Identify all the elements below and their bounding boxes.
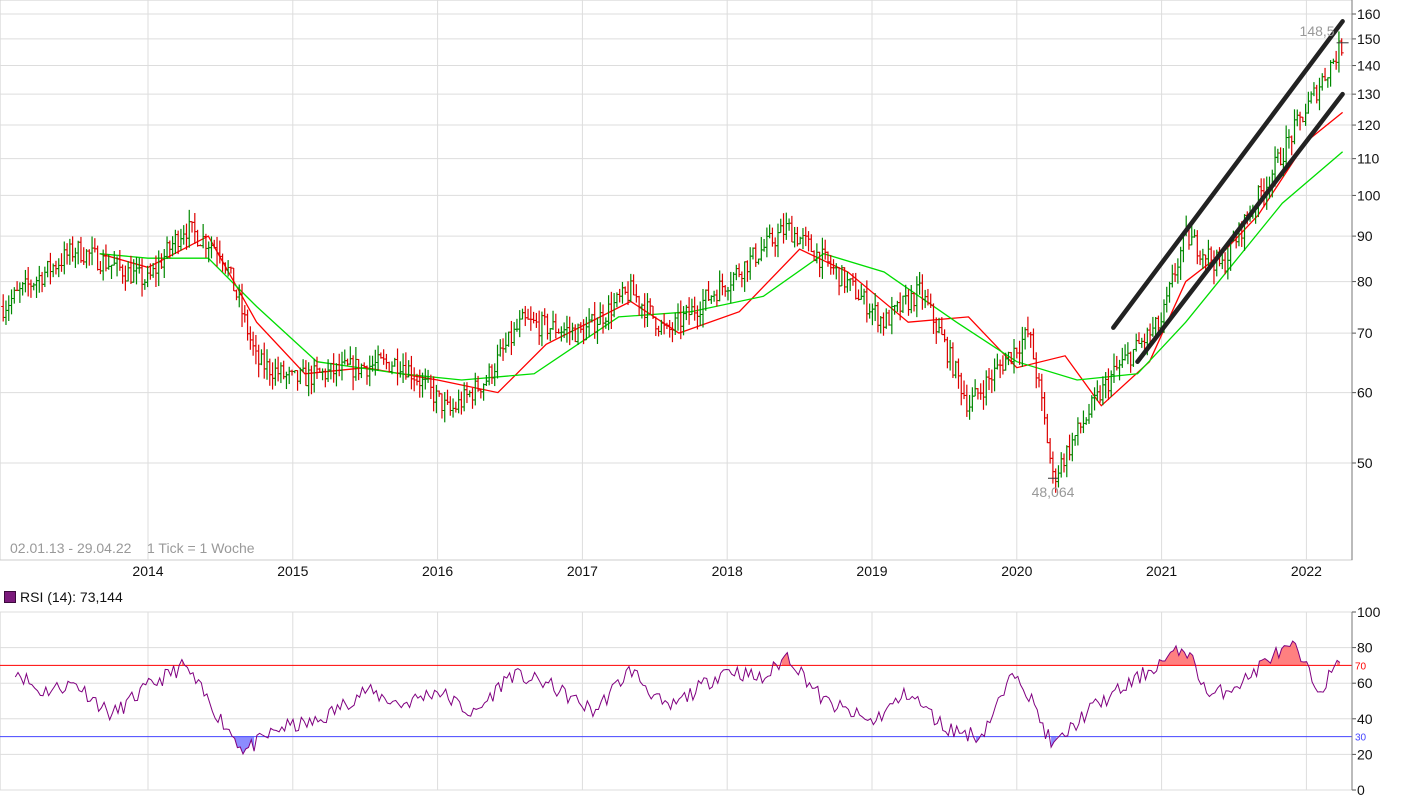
moving-averages bbox=[99, 111, 1344, 407]
rsi-oversold-label: 30 bbox=[1355, 733, 1367, 744]
price-tick-label: 110 bbox=[1357, 151, 1380, 167]
price-tick-label: 160 bbox=[1357, 6, 1381, 22]
axes: 50 60 70 80 90 100 110 120 130 140 150 160 2014 2015 2… bbox=[132, 0, 1381, 796]
x-tick-label: 2014 bbox=[132, 563, 163, 579]
grid bbox=[0, 0, 1353, 791]
rsi-tick-label: 40 bbox=[1357, 711, 1373, 727]
x-tick-label: 2015 bbox=[277, 563, 308, 579]
x-tick-label: 2017 bbox=[567, 563, 598, 579]
x-tick-label: 2016 bbox=[422, 563, 453, 579]
high-label: 148,5 bbox=[1300, 23, 1335, 39]
price-tick-label: 50 bbox=[1357, 455, 1373, 471]
rsi-oversold-fill bbox=[234, 736, 255, 754]
date-range-label: 02.01.13 - 29.04.22 bbox=[10, 540, 132, 556]
rsi-overbought-fill bbox=[1259, 641, 1307, 666]
rsi-legend: RSI (14): 73,144 bbox=[4, 589, 123, 605]
price-tick-label: 70 bbox=[1357, 325, 1373, 341]
rsi-tick-label: 0 bbox=[1357, 782, 1365, 796]
price-tick-label: 60 bbox=[1357, 385, 1373, 401]
price-tick-label: 100 bbox=[1357, 187, 1381, 203]
x-tick-label: 2021 bbox=[1146, 563, 1177, 579]
ohlc-bars bbox=[1, 31, 1344, 493]
rsi-legend-swatch bbox=[4, 591, 16, 603]
rsi-tick-label: 100 bbox=[1357, 604, 1381, 620]
rsi-overbought-label: 70 bbox=[1355, 661, 1367, 672]
price-tick-label: 90 bbox=[1357, 228, 1373, 244]
rsi-tick-label: 20 bbox=[1357, 746, 1373, 762]
rsi-line bbox=[14, 640, 1341, 756]
price-tick-label: 130 bbox=[1357, 86, 1381, 102]
x-tick-label: 2020 bbox=[1001, 563, 1032, 579]
moving-average-red bbox=[99, 111, 1344, 407]
tick-info-label: 1 Tick = 1 Woche bbox=[147, 540, 255, 556]
price-tick-label: 140 bbox=[1357, 58, 1381, 74]
x-tick-label: 2022 bbox=[1291, 563, 1322, 579]
price-tick-label: 120 bbox=[1357, 117, 1381, 133]
x-tick-label: 2018 bbox=[712, 563, 743, 579]
rsi-tick-label: 80 bbox=[1357, 640, 1373, 656]
rsi-overbought-fill bbox=[1159, 645, 1196, 666]
trendline-1 bbox=[1111, 19, 1345, 330]
x-tick-label: 2019 bbox=[856, 563, 887, 579]
trendline-2 bbox=[1135, 91, 1345, 364]
moving-average-green bbox=[99, 151, 1344, 381]
low-label: 48,064 bbox=[1032, 484, 1075, 500]
rsi-legend-label: RSI (14): 73,144 bbox=[20, 589, 123, 605]
rsi-panel-frame bbox=[0, 611, 1353, 791]
price-tick-label: 150 bbox=[1357, 31, 1381, 47]
rsi-panel: 70 30 bbox=[0, 640, 1367, 756]
rsi-tick-label: 60 bbox=[1357, 675, 1373, 691]
annotations: 148,5 48,064 02.01.13 - 29.04.22 1 Tick = 1… bbox=[10, 23, 1349, 556]
price-tick-label: 80 bbox=[1357, 274, 1373, 290]
rsi-overbought-fill bbox=[1337, 660, 1340, 666]
trendlines bbox=[1111, 19, 1345, 364]
